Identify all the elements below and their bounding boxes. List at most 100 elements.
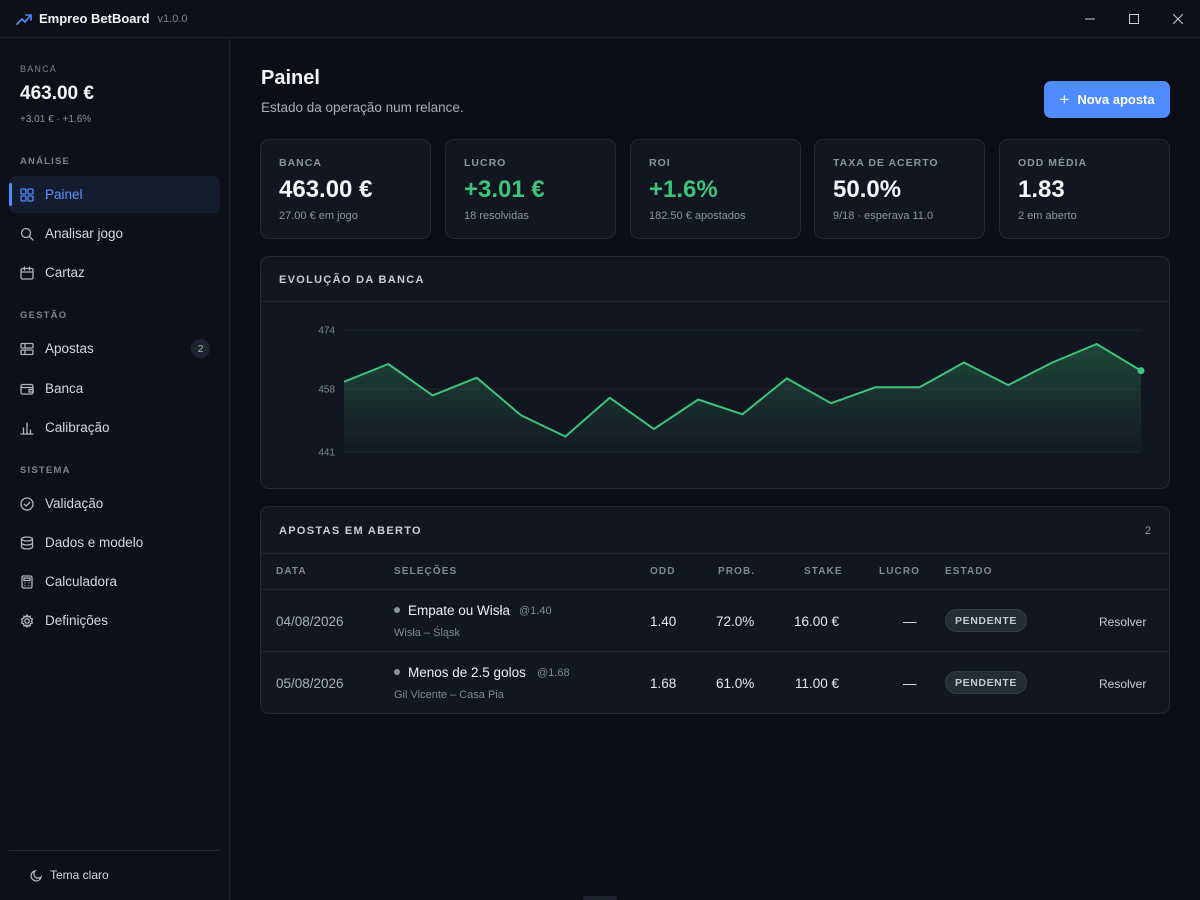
column-header-estado: ESTADO xyxy=(945,566,993,577)
sidebar-item-validacao[interactable]: Validação xyxy=(9,485,220,522)
sidebar-item-label: Validação xyxy=(45,496,104,511)
bank-chart: 474 458 441 xyxy=(318,326,1145,459)
open-bets-panel: APOSTAS EM ABERTO 2 DATA SELEÇÕES ODD PR… xyxy=(260,506,1170,714)
sidebar-item-cartaz[interactable]: Cartaz xyxy=(9,254,220,291)
minimize-button[interactable] xyxy=(1068,0,1112,38)
bet-odd: 1.68 xyxy=(650,676,677,691)
trending-up-icon xyxy=(16,12,32,26)
sidebar-item-definicoes[interactable]: Definições xyxy=(9,602,220,639)
kpi-card-lucro: LUCRO +3.01 € 18 resolvidas xyxy=(445,139,616,239)
bet-date: 04/08/2026 xyxy=(276,614,344,629)
sidebar-item-calculadora[interactable]: Calculadora xyxy=(9,563,220,600)
bet-profit: — xyxy=(903,614,917,629)
theme-toggle-label: Tema claro xyxy=(50,868,109,882)
column-header-data: DATA xyxy=(276,566,307,577)
panel-header: APOSTAS EM ABERTO 2 xyxy=(261,507,1169,554)
window-controls xyxy=(1068,0,1200,38)
selection-name: Menos de 2.5 golos xyxy=(408,665,526,680)
kpi-value: 50.0% xyxy=(833,176,902,203)
maximize-button[interactable] xyxy=(1112,0,1156,38)
sidebar-item-label: Calculadora xyxy=(45,574,118,589)
status-badge: PENDENTE xyxy=(945,609,1027,632)
calendar-icon xyxy=(20,265,34,280)
selection-match: Gil Vicente – Casa Pia xyxy=(394,689,504,701)
database-icon xyxy=(20,535,34,550)
sidebar-item-banca[interactable]: Banca xyxy=(9,370,220,407)
bet-profit: — xyxy=(903,676,917,691)
row-divider xyxy=(261,589,1169,590)
scroll-indicator xyxy=(583,896,617,900)
kpi-label: ROI xyxy=(649,157,671,169)
app-version: v1.0.0 xyxy=(157,12,188,25)
last-point-marker xyxy=(1137,367,1145,375)
new-bet-button[interactable]: + Nova aposta xyxy=(1044,81,1170,118)
kpi-value: 1.83 xyxy=(1018,176,1065,203)
selection-dot xyxy=(394,607,400,613)
selection-odd: @1.40 xyxy=(519,605,552,617)
resolve-button[interactable]: Resolver xyxy=(1099,615,1147,629)
row-divider xyxy=(261,651,1169,652)
sidebar-item-label: Dados e modelo xyxy=(45,535,144,550)
theme-toggle[interactable]: Tema claro xyxy=(30,864,109,886)
gear-icon xyxy=(20,613,34,628)
kpi-sub: 18 resolvidas xyxy=(464,210,529,222)
sidebar-item-calibracao[interactable]: Calibração xyxy=(9,409,220,446)
kpi-card-taxa-de-acerto: TAXA DE ACERTO 50.0% 9/18 · esperava 11.… xyxy=(814,139,985,239)
bet-stake: 11.00 € xyxy=(795,676,840,691)
kpi-sub: 182.50 € apostados xyxy=(649,210,746,222)
panel-title: APOSTAS EM ABERTO xyxy=(279,525,422,537)
sidebar-item-apostas[interactable]: Apostas 2 xyxy=(9,330,220,367)
title-bar: Empreo BetBoard v1.0.0 xyxy=(0,0,1200,38)
kpi-label: ODD MÉDIA xyxy=(1018,157,1088,169)
bar-chart-icon xyxy=(20,421,34,435)
bank-chart-panel: EVOLUÇÃO DA BANCA 474 458 441 xyxy=(260,256,1170,489)
selection-dot xyxy=(394,669,400,675)
kpi-value: +3.01 € xyxy=(464,176,545,203)
y-tick-label: 441 xyxy=(318,448,335,459)
kpi-card-banca: BANCA 463.00 € 27.00 € em jogo xyxy=(260,139,431,239)
page-title: Painel xyxy=(261,67,320,89)
bet-prob: 72.0% xyxy=(716,614,755,629)
check-circle-icon xyxy=(20,496,34,511)
sidebar-bank-label: BANCA xyxy=(20,64,58,74)
new-bet-label: Nova aposta xyxy=(1077,92,1155,107)
column-header-lucro: LUCRO xyxy=(879,566,921,577)
sidebar-item-label: Calibração xyxy=(45,420,110,435)
sidebar-bank-value: 463.00 € xyxy=(20,83,94,104)
sidebar-bank-delta: +3.01 € · +1.6% xyxy=(20,114,92,125)
y-tick-label: 474 xyxy=(318,326,335,337)
dashboard-grid-icon xyxy=(20,187,34,202)
wallet-icon xyxy=(20,382,34,396)
app-name: Empreo BetBoard xyxy=(39,11,150,26)
resolve-button[interactable]: Resolver xyxy=(1099,677,1147,691)
bet-stake: 16.00 € xyxy=(794,614,840,629)
bank-series-line xyxy=(343,343,1142,438)
page-subtitle: Estado da operação num relance. xyxy=(261,100,464,115)
kpi-sub: 27.00 € em jogo xyxy=(279,210,358,222)
column-header-selecoes: SELEÇÕES xyxy=(394,566,458,577)
kpi-value: +1.6% xyxy=(649,176,718,203)
kpi-label: TAXA DE ACERTO xyxy=(833,157,939,169)
sidebar-item-painel[interactable]: Painel xyxy=(9,176,220,213)
bet-odd: 1.40 xyxy=(650,614,677,629)
kpi-card-roi: ROI +1.6% 182.50 € apostados xyxy=(630,139,801,239)
kpi-sub: 2 em aberto xyxy=(1018,210,1077,222)
close-button[interactable] xyxy=(1156,0,1200,38)
y-tick-label: 458 xyxy=(318,385,335,396)
list-icon xyxy=(20,342,34,356)
sidebar-item-analisar-jogo[interactable]: Analisar jogo xyxy=(9,215,220,252)
kpi-value: 463.00 € xyxy=(279,176,373,203)
sidebar-item-dados-e-modelo[interactable]: Dados e modelo xyxy=(9,524,220,561)
sidebar-divider xyxy=(9,850,220,851)
selection-odd: @1.68 xyxy=(537,667,570,679)
kpi-label: BANCA xyxy=(279,157,322,169)
sidebar-item-label: Apostas xyxy=(45,341,94,356)
sidebar-item-label: Definições xyxy=(45,613,109,628)
kpi-sub: 9/18 · esperava 11.0 xyxy=(833,210,934,222)
status-badge: PENDENTE xyxy=(945,671,1027,694)
search-icon xyxy=(20,227,34,241)
panel-title: EVOLUÇÃO DA BANCA xyxy=(279,274,425,286)
count-badge: 2 xyxy=(191,339,210,358)
sidebar: BANCA 463.00 € +3.01 € · +1.6% ANÁLISE P… xyxy=(0,38,230,900)
sidebar-item-label: Painel xyxy=(45,187,83,202)
